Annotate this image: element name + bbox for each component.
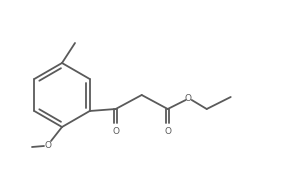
Text: O: O [45, 140, 51, 150]
Text: O: O [164, 126, 171, 135]
Text: O: O [184, 94, 191, 102]
Text: O: O [112, 126, 119, 135]
